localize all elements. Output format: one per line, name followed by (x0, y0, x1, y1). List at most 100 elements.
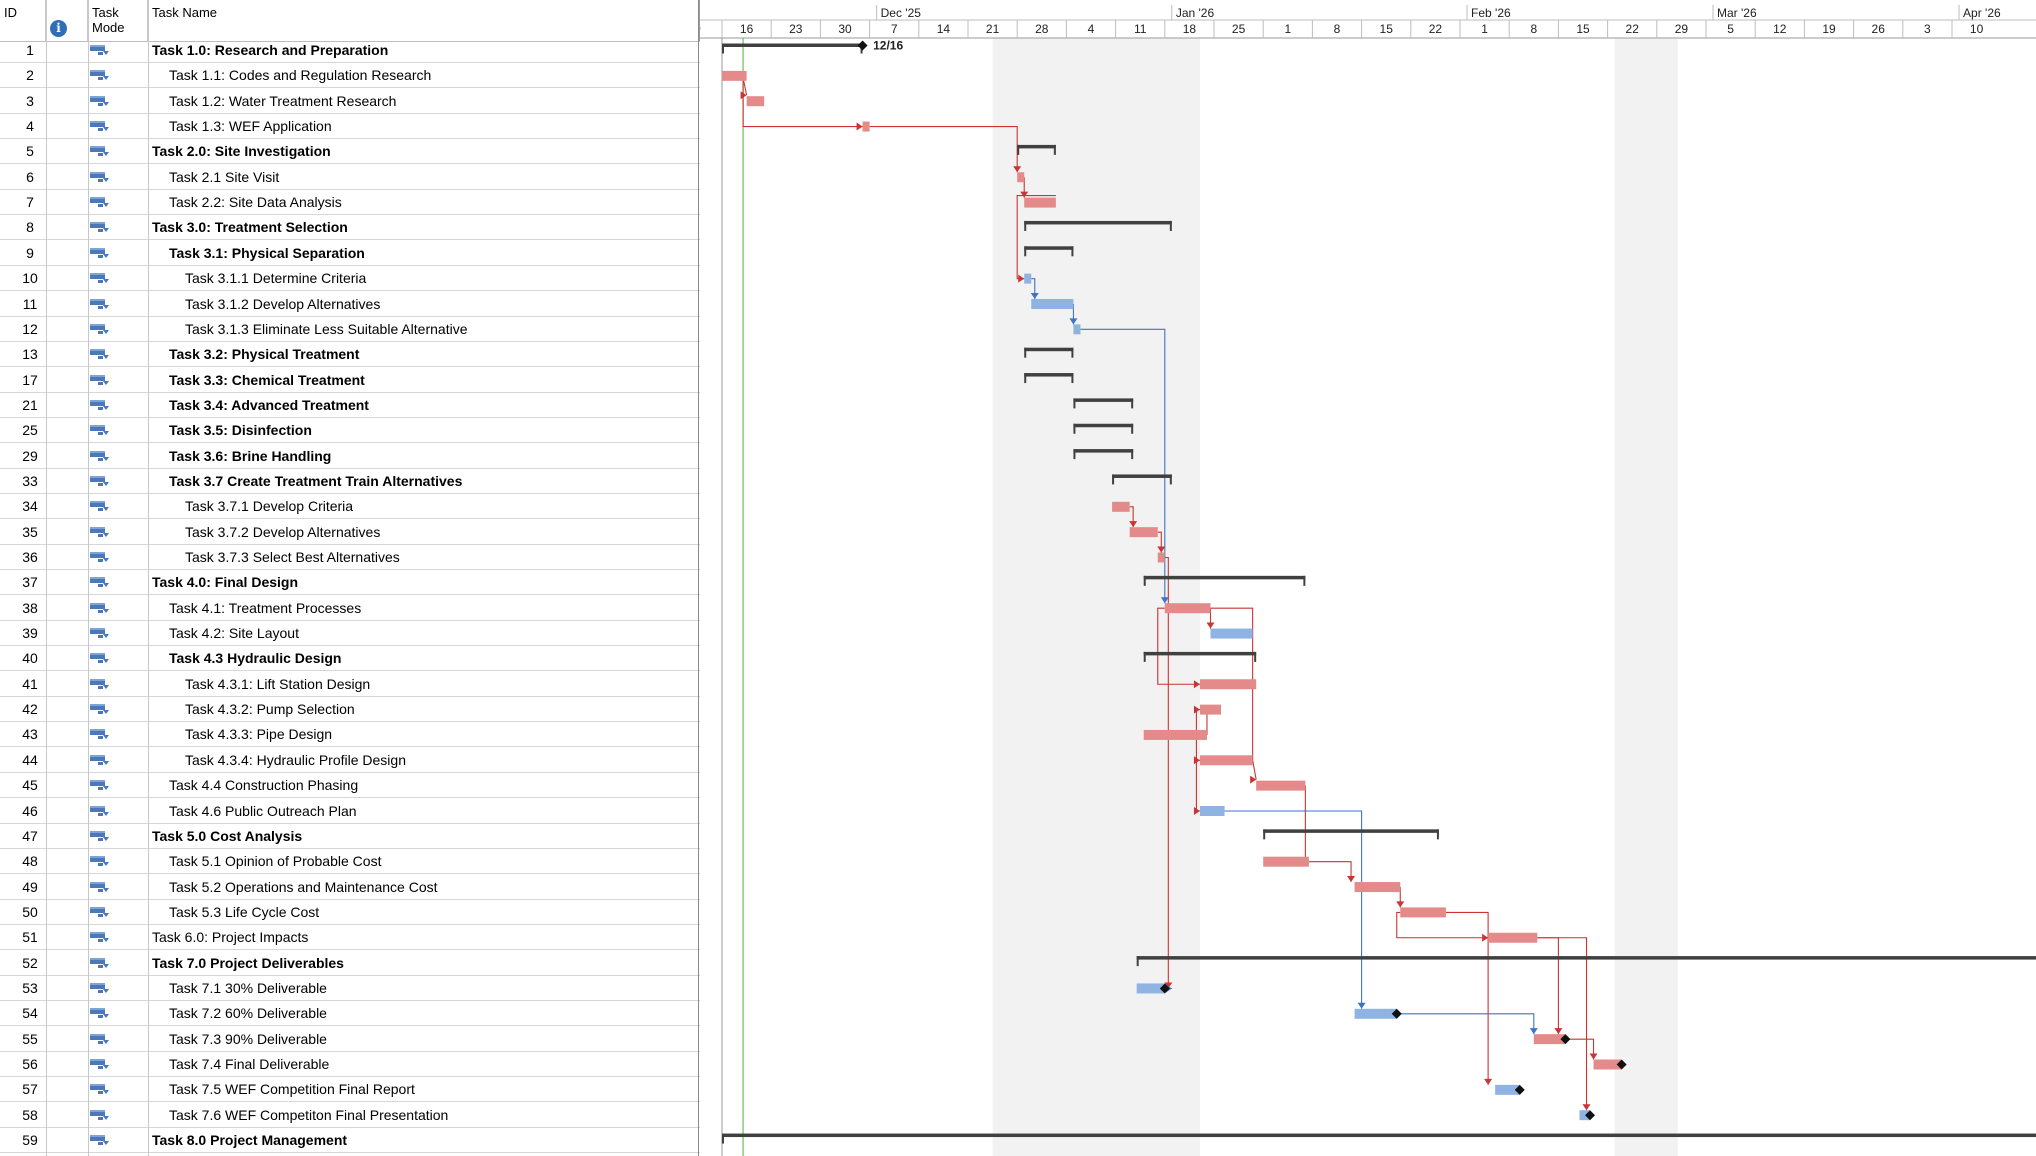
table-row[interactable]: 44 Task 4.3.4: Hydraulic Profile Design (0, 748, 700, 773)
row-indicators-cell[interactable] (46, 875, 87, 899)
id-column-header[interactable]: ID (0, 0, 46, 42)
task-mode-column-header[interactable]: Task Mode (88, 0, 148, 42)
row-indicators-cell[interactable] (46, 596, 87, 620)
table-row[interactable]: 55 Task 7.3 90% Deliverable (0, 1027, 700, 1052)
row-task-mode-cell[interactable] (88, 190, 146, 214)
task-name-cell[interactable]: Task 5.2 Operations and Maintenance Cost (169, 878, 438, 895)
table-row[interactable]: 3 Task 1.2: Water Treatment Research (0, 89, 700, 114)
task-name-cell[interactable]: Task 7.3 90% Deliverable (169, 1030, 327, 1047)
table-row[interactable]: 39 Task 4.2: Site Layout (0, 621, 700, 647)
row-indicators-cell[interactable] (46, 976, 87, 1000)
row-indicators-cell[interactable] (46, 773, 87, 797)
row-task-mode-cell[interactable] (88, 1027, 146, 1051)
row-indicators-cell[interactable] (46, 139, 87, 163)
row-indicators-cell[interactable] (46, 748, 87, 772)
row-task-mode-cell[interactable] (88, 63, 146, 87)
table-row[interactable]: 48 Task 5.1 Opinion of Probable Cost (0, 849, 700, 875)
table-row[interactable]: 57 Task 7.5 WEF Competition Final Report (0, 1077, 700, 1103)
table-row[interactable]: 50 Task 5.3 Life Cycle Cost (0, 900, 700, 925)
row-indicators-cell[interactable] (46, 1128, 87, 1152)
table-row[interactable]: 11 Task 3.1.2 Develop Alternatives (0, 292, 700, 317)
table-row[interactable]: 33 Task 3.7 Create Treatment Train Altern… (0, 469, 700, 494)
table-row[interactable]: 35 Task 3.7.2 Develop Alternatives (0, 520, 700, 545)
table-row[interactable]: 45 Task 4.4 Construction Phasing (0, 773, 700, 799)
row-task-mode-cell[interactable] (88, 824, 146, 848)
task-name-cell[interactable]: Task 4.2: Site Layout (169, 625, 299, 642)
table-row[interactable]: 4 Task 1.3: WEF Application (0, 114, 700, 140)
row-indicators-cell[interactable] (46, 672, 87, 696)
row-indicators-cell[interactable] (46, 925, 87, 949)
row-indicators-cell[interactable] (46, 722, 87, 746)
task-name-cell[interactable]: Task 4.3.3: Pipe Design (185, 726, 333, 743)
table-row[interactable]: 12 Task 3.1.3 Eliminate Less Suitable Alt… (0, 317, 700, 342)
row-task-mode-cell[interactable] (88, 469, 146, 493)
row-task-mode-cell[interactable] (88, 114, 146, 138)
task-name-cell[interactable]: Task 3.1.3 Eliminate Less Suitable Alter… (185, 320, 468, 337)
table-row[interactable]: 51 Task 6.0: Project Impacts (0, 925, 700, 951)
table-row[interactable]: 25 Task 3.5: Disinfection (0, 418, 700, 444)
row-indicators-cell[interactable] (46, 469, 87, 493)
row-task-mode-cell[interactable] (88, 545, 146, 569)
task-name-cell[interactable]: Task 7.5 WEF Competition Final Report (169, 1081, 415, 1098)
row-indicators-cell[interactable] (46, 114, 87, 138)
task-name-cell[interactable]: Task 4.1: Treatment Processes (169, 599, 362, 616)
row-task-mode-cell[interactable] (88, 773, 146, 797)
row-task-mode-cell[interactable] (88, 697, 146, 721)
row-indicators-cell[interactable] (46, 545, 87, 569)
row-task-mode-cell[interactable] (88, 494, 146, 518)
table-row[interactable]: 21 Task 3.4: Advanced Treatment (0, 393, 700, 418)
table-row[interactable]: 10 Task 3.1.1 Determine Criteria (0, 266, 700, 292)
row-indicators-cell[interactable] (46, 1027, 87, 1051)
row-indicators-cell[interactable] (46, 849, 87, 873)
task-name-cell[interactable]: Task 3.7.3 Select Best Alternatives (185, 549, 400, 565)
row-indicators-cell[interactable] (46, 900, 87, 924)
row-indicators-cell[interactable] (46, 646, 87, 670)
row-task-mode-cell[interactable] (88, 1077, 146, 1101)
row-task-mode-cell[interactable] (88, 799, 146, 823)
task-name-cell[interactable]: Task 4.3 Hydraulic Design (169, 650, 342, 667)
task-name-cell[interactable]: Task 3.2: Physical Treatment (169, 346, 360, 363)
task-name-cell[interactable]: Task 4.3.2: Pump Selection (185, 701, 355, 718)
task-name-cell[interactable]: Task 3.7 Create Treatment Train Alternat… (169, 472, 463, 489)
task-name-cell[interactable]: Task 4.6 Public Outreach Plan (169, 802, 357, 819)
task-name-cell[interactable]: Task 6.0: Project Impacts (152, 929, 309, 946)
task-name-cell[interactable]: Task 3.1.1 Determine Criteria (185, 270, 367, 287)
row-indicators-cell[interactable] (46, 951, 87, 975)
row-task-mode-cell[interactable] (88, 1001, 146, 1025)
row-indicators-cell[interactable] (46, 317, 87, 341)
table-row[interactable]: 43 Task 4.3.3: Pipe Design (0, 722, 700, 748)
row-task-mode-cell[interactable] (88, 241, 146, 265)
task-name-cell[interactable]: Task 5.0 Cost Analysis (152, 827, 303, 844)
table-row[interactable]: 9 Task 3.1: Physical Separation (0, 241, 700, 266)
task-name-cell[interactable]: Task 1.3: WEF Application (169, 118, 332, 135)
row-indicators-cell[interactable] (46, 292, 87, 316)
row-task-mode-cell[interactable] (88, 342, 146, 366)
task-name-cell[interactable]: Task 4.3.1: Lift Station Design (185, 675, 371, 692)
task-name-cell[interactable]: Task 1.1: Codes and Regulation Research (169, 67, 432, 84)
row-task-mode-cell[interactable] (88, 317, 146, 341)
row-indicators-cell[interactable] (46, 63, 87, 87)
row-task-mode-cell[interactable] (88, 621, 146, 645)
row-indicators-cell[interactable] (46, 520, 87, 544)
row-indicators-cell[interactable] (46, 190, 87, 214)
table-row[interactable]: 34 Task 3.7.1 Develop Criteria (0, 494, 700, 520)
table-row[interactable]: 38 Task 4.1: Treatment Processes (0, 596, 700, 621)
row-task-mode-cell[interactable] (88, 672, 146, 696)
row-task-mode-cell[interactable] (88, 748, 146, 772)
row-task-mode-cell[interactable] (88, 292, 146, 316)
row-task-mode-cell[interactable] (88, 646, 146, 670)
row-indicators-cell[interactable] (46, 570, 87, 594)
task-name-cell[interactable]: Task 3.7.1 Develop Criteria (185, 498, 354, 515)
row-task-mode-cell[interactable] (88, 1128, 146, 1152)
row-task-mode-cell[interactable] (88, 215, 146, 239)
table-row[interactable]: 17 Task 3.3: Chemical Treatment (0, 368, 700, 393)
task-name-cell[interactable]: Task 3.6: Brine Handling (169, 447, 332, 464)
table-row[interactable]: 40 Task 4.3 Hydraulic Design (0, 646, 700, 672)
table-row[interactable]: 6 Task 2.1 Site Visit (0, 165, 700, 190)
row-task-mode-cell[interactable] (88, 38, 146, 62)
row-task-mode-cell[interactable] (88, 596, 146, 620)
table-row[interactable]: 41 Task 4.3.1: Lift Station Design (0, 672, 700, 697)
task-name-cell[interactable]: Task 3.1: Physical Separation (169, 244, 365, 261)
task-name-cell[interactable]: Task 4.0: Final Design (152, 574, 299, 591)
row-task-mode-cell[interactable] (88, 418, 146, 442)
